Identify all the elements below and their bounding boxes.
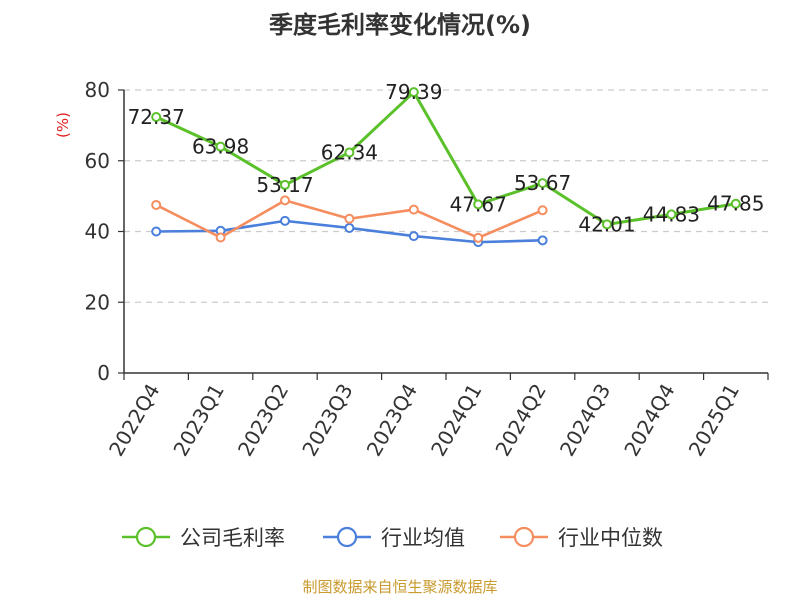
data-point[interactable] (408, 87, 419, 98)
legend-marker-icon (135, 526, 157, 548)
x-tick-label: 2023Q2 (233, 380, 293, 461)
data-point[interactable] (537, 178, 548, 189)
legend-item-industry-median[interactable]: 行业中位数 (500, 526, 663, 550)
legend-label: 行业均值 (381, 526, 465, 550)
data-point[interactable] (280, 179, 290, 190)
y-tick-label: 20 (85, 290, 110, 314)
x-tick-label: 2025Q1 (684, 380, 744, 461)
grid-layer (124, 89, 768, 303)
data-label: 42.01 (578, 212, 635, 236)
data-label: 53.17 (256, 173, 313, 197)
y-tick-label: 60 (85, 149, 110, 173)
data-point[interactable] (151, 111, 162, 122)
data-label: 63.98 (192, 135, 249, 159)
x-tick-label: 2024Q2 (490, 380, 550, 461)
y-tick-label: 80 (85, 78, 110, 102)
chart-title: 季度毛利率变化情况(%) (269, 11, 531, 39)
data-point[interactable] (473, 232, 484, 243)
data-point[interactable] (151, 199, 162, 210)
data-label: 44.83 (643, 202, 700, 226)
data-point[interactable] (730, 198, 741, 209)
data-point[interactable] (408, 231, 419, 242)
x-tick-label: 2023Q3 (297, 380, 357, 461)
data-label: 62.34 (321, 140, 378, 164)
legend-marker-icon (336, 526, 358, 548)
y-axis-unit-label: (%) (54, 112, 72, 138)
data-source-note: 制图数据来自恒生聚源数据库 (302, 578, 497, 596)
data-point[interactable] (151, 226, 162, 237)
y-tick-label: 0 (97, 361, 110, 385)
data-point[interactable] (344, 213, 355, 224)
series-layer (151, 87, 741, 248)
data-point[interactable] (537, 205, 548, 216)
data-point[interactable] (215, 141, 226, 152)
data-point[interactable] (473, 199, 484, 210)
data-point[interactable] (280, 195, 290, 206)
x-tick-label: 2023Q4 (362, 380, 422, 461)
x-tick-label: 2022Q4 (104, 380, 164, 461)
legend-item-company-margin[interactable]: 公司毛利率 (122, 526, 285, 550)
data-point[interactable] (666, 209, 677, 220)
y-tick-label: 40 (85, 220, 110, 244)
data-point[interactable] (344, 222, 355, 233)
data-label: 53.67 (514, 171, 571, 195)
x-tick-label: 2023Q1 (168, 380, 228, 461)
data-label: 47.67 (450, 192, 507, 216)
data-label: 72.37 (128, 105, 185, 129)
data-point[interactable] (602, 219, 612, 230)
legend[interactable]: 公司毛利率 行业均值 行业中位数 (122, 526, 663, 550)
data-point[interactable] (280, 215, 290, 226)
x-tick-label: 2024Q1 (426, 380, 486, 461)
data-point[interactable] (408, 204, 419, 215)
x-tick-label: 2024Q3 (555, 380, 615, 461)
series-line-0 (155, 90, 737, 226)
legend-marker-icon (513, 526, 535, 548)
data-point[interactable] (344, 147, 355, 158)
x-tick-label: 2024Q4 (619, 380, 679, 461)
data-label-layer: 72.37 63.98 53.17 62.34 79.39 47.67 53.67 42.01… (128, 80, 765, 236)
data-label: 79.39 (385, 80, 442, 104)
data-label: 47.85 (707, 192, 764, 216)
legend-label: 行业中位数 (558, 526, 663, 550)
legend-label: 公司毛利率 (180, 526, 285, 550)
data-point[interactable] (215, 232, 226, 243)
data-point[interactable] (537, 235, 548, 246)
legend-item-industry-mean[interactable]: 行业均值 (323, 526, 465, 550)
